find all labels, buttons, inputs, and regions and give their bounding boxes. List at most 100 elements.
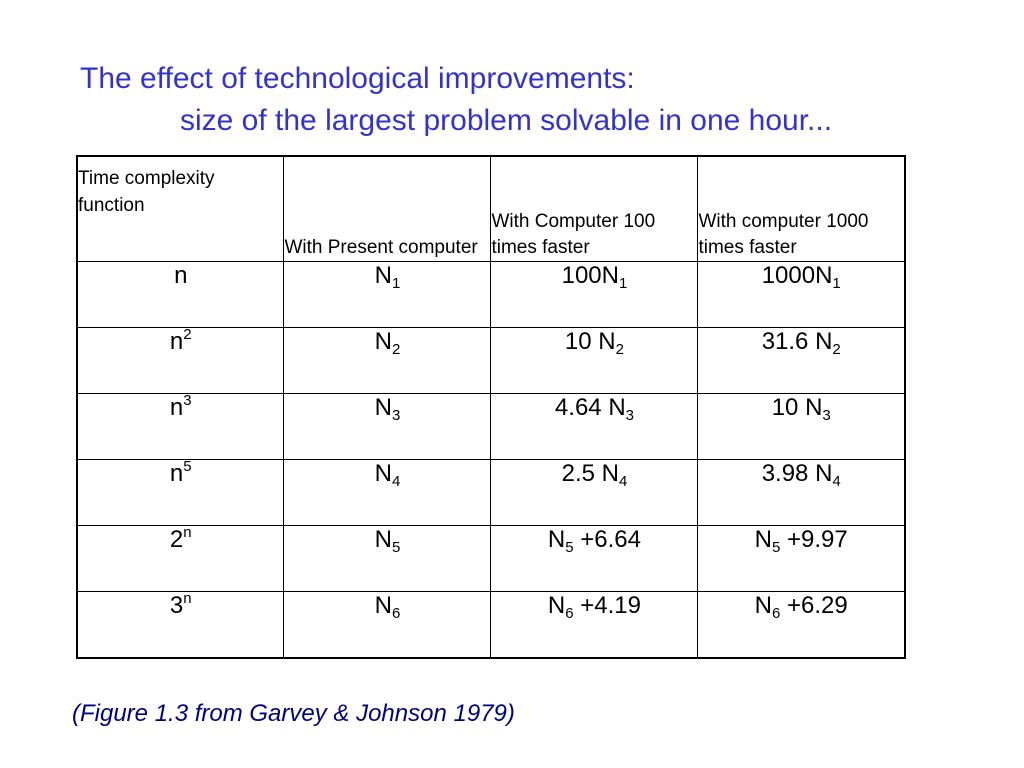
value-subscript: 3 (625, 407, 634, 424)
value-symbol: N (601, 262, 619, 289)
table-row: 2n N5 N5 +6.64 N5 +9.97 (76, 524, 906, 592)
function-base: n (169, 460, 184, 487)
value-symbol: N (815, 262, 833, 289)
value-subscript: 4 (618, 473, 628, 490)
cell-present-computer: N5 (283, 525, 492, 592)
function-base: n (169, 328, 184, 355)
function-base: 2 (169, 526, 184, 553)
value-subscript: 6 (391, 605, 401, 622)
value-symbol: N (601, 460, 619, 487)
value-symbol: N (608, 394, 626, 421)
value-subscript: 2 (832, 341, 841, 358)
value-subscript: 3 (391, 407, 401, 424)
value-symbol: N (815, 460, 833, 487)
value-symbol: N (805, 394, 823, 421)
cell-time-complexity: n5 (76, 458, 285, 526)
value-subscript: 1 (618, 275, 628, 292)
value-subscript: 5 (565, 539, 574, 556)
cell-1000x-faster: N5 +9.97 (697, 525, 906, 592)
cell-1000x-faster: 10 N3 (697, 393, 906, 460)
cell-present-computer: N6 (283, 591, 492, 658)
value-subscript: 5 (391, 539, 401, 556)
value-offset: +6.64 (573, 526, 641, 553)
cell-time-complexity: n (76, 261, 285, 328)
header-present-computer: With Present computer (283, 155, 492, 262)
function-exponent: 3 (183, 392, 192, 409)
cell-present-computer: N2 (283, 327, 492, 394)
value-coefficient: 2.5 (561, 460, 602, 487)
table-row: n N1 100N1 1000N1 (76, 261, 906, 328)
complexity-table: Time complexity function With Present co… (76, 155, 906, 659)
cell-time-complexity: n3 (76, 392, 285, 460)
value-symbol: N (815, 328, 833, 355)
value-subscript: 4 (832, 473, 841, 490)
title-line-1: The effect of technological improvements… (80, 62, 635, 95)
value-coefficient: 4.64 (554, 394, 609, 421)
value-symbol: N (547, 526, 566, 553)
table-body: n N1 100N1 1000N1 n2 N2 10 N2 31.6 N2 n3 N3 4.64 N… (76, 261, 906, 658)
value-symbol: N (547, 592, 566, 619)
value-symbol: N (754, 526, 773, 553)
value-offset: +4.19 (573, 592, 641, 619)
value-symbol: N (374, 394, 392, 421)
function-exponent: 2 (183, 326, 192, 343)
value-symbol: N (374, 526, 392, 553)
value-coefficient: 3.98 (761, 460, 816, 487)
header-time-complexity: Time complexity function (76, 155, 285, 262)
cell-1000x-faster: 31.6 N2 (697, 327, 906, 394)
table-header-row: Time complexity function With Present co… (76, 155, 906, 262)
cell-1000x-faster: 3.98 N4 (697, 459, 906, 526)
title-line-2: size of the largest problem solvable in … (180, 104, 833, 137)
value-subscript: 6 (565, 605, 574, 622)
function-base: n (174, 262, 188, 289)
value-coefficient: 31.6 (761, 328, 816, 355)
cell-100x-faster: 4.64 N3 (490, 393, 699, 460)
value-symbol: N (598, 328, 616, 355)
value-coefficient: 1000 (761, 262, 816, 289)
value-subscript: 5 (772, 539, 781, 556)
cell-time-complexity: n2 (76, 326, 285, 394)
value-symbol: N (374, 592, 392, 619)
slide-title: The effect of technological improvements… (80, 58, 832, 142)
value-coefficient: 10 (771, 394, 806, 421)
cell-100x-faster: N6 +4.19 (490, 591, 699, 658)
cell-100x-faster: 100N1 (490, 261, 699, 328)
value-offset: +6.29 (780, 592, 848, 619)
cell-present-computer: N3 (283, 393, 492, 460)
cell-100x-faster: 10 N2 (490, 327, 699, 394)
cell-time-complexity: 3n (76, 590, 285, 658)
figure-caption: (Figure 1.3 from Garvey & Johnson 1979) (72, 700, 515, 727)
cell-present-computer: N4 (283, 459, 492, 526)
value-subscript: 2 (391, 341, 401, 358)
value-coefficient: 100 (561, 262, 602, 289)
value-subscript: 3 (822, 407, 831, 424)
value-subscript: 2 (615, 341, 624, 358)
cell-present-computer: N1 (283, 261, 492, 328)
function-base: n (169, 394, 184, 421)
value-symbol: N (754, 592, 773, 619)
cell-1000x-faster: N6 +6.29 (697, 591, 906, 658)
value-subscript: 1 (391, 275, 401, 292)
table-row: 3n N6 N6 +4.19 N6 +6.29 (76, 590, 906, 658)
cell-100x-faster: N5 +6.64 (490, 525, 699, 592)
cell-1000x-faster: 1000N1 (697, 261, 906, 328)
function-exponent: 5 (183, 458, 192, 475)
table-row: n3 N3 4.64 N3 10 N3 (76, 392, 906, 460)
value-symbol: N (374, 262, 392, 289)
value-symbol: N (374, 328, 392, 355)
header-100x-faster: With Computer 100 times faster (490, 155, 699, 262)
header-1000x-faster: With computer 1000 times faster (697, 155, 906, 262)
value-subscript: 1 (832, 275, 841, 292)
function-base: 3 (169, 592, 184, 619)
function-exponent: n (183, 590, 192, 607)
cell-time-complexity: 2n (76, 524, 285, 592)
value-offset: +9.97 (780, 526, 848, 553)
cell-100x-faster: 2.5 N4 (490, 459, 699, 526)
value-coefficient: 10 (564, 328, 599, 355)
value-subscript: 6 (772, 605, 781, 622)
function-exponent: n (183, 524, 192, 541)
table-row: n5 N4 2.5 N4 3.98 N4 (76, 458, 906, 526)
value-symbol: N (374, 460, 392, 487)
table-row: n2 N2 10 N2 31.6 N2 (76, 326, 906, 394)
value-subscript: 4 (391, 473, 401, 490)
